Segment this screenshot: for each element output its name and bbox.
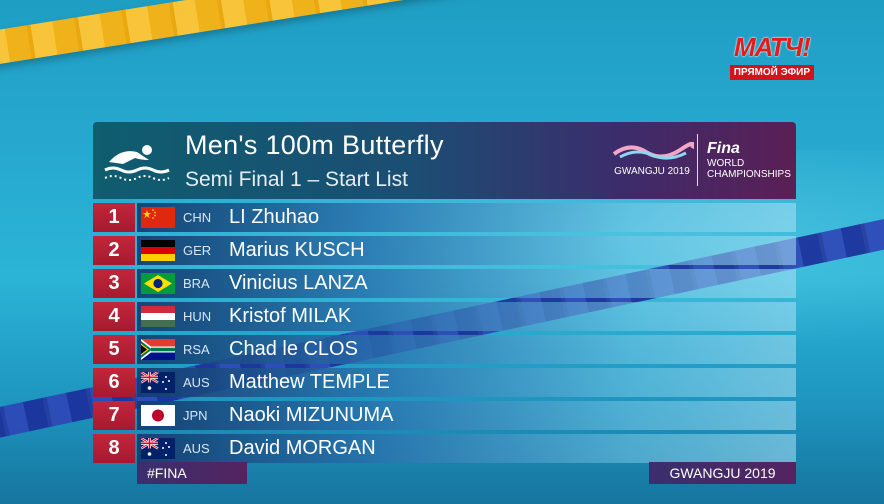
panel-header: Men's 100m Butterfly Semi Final 1 – Star… xyxy=(93,122,796,199)
athlete-row: 3 BRA Vinicius LANZA xyxy=(93,269,796,298)
country-code: CHN xyxy=(183,210,212,225)
start-list-panel: Men's 100m Butterfly Semi Final 1 – Star… xyxy=(93,122,796,484)
athlete-row: 8 AUS David MORGAN xyxy=(93,434,796,463)
wave-logo-icon xyxy=(612,141,696,160)
rank-number: 8 xyxy=(93,434,135,463)
athlete-info: RSA Chad le CLOS xyxy=(137,335,796,364)
hungary-flag-icon xyxy=(141,306,175,327)
location-tag: GWANGJU 2019 xyxy=(649,462,796,484)
logo-divider xyxy=(697,134,698,186)
athlete-name: David MORGAN xyxy=(229,437,376,459)
athlete-name: Matthew TEMPLE xyxy=(229,371,390,393)
rank-number: 7 xyxy=(93,401,135,430)
athlete-name: Kristof MILAK xyxy=(229,305,352,327)
event-subtitle: Semi Final 1 – Start List xyxy=(185,168,408,191)
country-code: JPN xyxy=(183,408,208,423)
country-code: AUS xyxy=(183,375,210,390)
country-code: AUS xyxy=(183,441,210,456)
athlete-info: HUN Kristof MILAK xyxy=(137,302,796,331)
athlete-row: 6 AUS Matthew TEMPLE xyxy=(93,368,796,397)
athlete-name: Naoki MIZUNUMA xyxy=(229,404,394,426)
athlete-row: 2 GER Marius KUSCH xyxy=(93,236,796,265)
country-code: RSA xyxy=(183,342,210,357)
athlete-name: Chad le CLOS xyxy=(229,338,358,360)
rank-number: 4 xyxy=(93,302,135,331)
athlete-row: 4 HUN Kristof MILAK xyxy=(93,302,796,331)
rank-number: 3 xyxy=(93,269,135,298)
country-code: GER xyxy=(183,243,212,258)
event-title: Men's 100m Butterfly xyxy=(185,130,444,160)
swimmer-icon xyxy=(104,145,170,181)
gwangju-logo: GWANGJU 2019 xyxy=(610,141,696,182)
australia-flag-icon xyxy=(141,438,175,459)
country-code: HUN xyxy=(183,309,212,324)
live-badge: ПРЯМОЙ ЭФИР xyxy=(729,65,814,80)
championships-label: CHAMPIONSHIPS xyxy=(707,169,791,180)
athlete-info: AUS David MORGAN xyxy=(137,434,796,463)
south-africa-flag-icon xyxy=(141,339,175,360)
hashtag-tag: #FINA xyxy=(137,462,247,484)
australia-flag-icon xyxy=(141,372,175,393)
rank-number: 2 xyxy=(93,236,135,265)
fina-logo: Fina WORLD CHAMPIONSHIPS xyxy=(707,140,791,180)
athlete-name: Marius KUSCH xyxy=(229,239,365,261)
broadcaster-name: МАТЧ! xyxy=(733,32,811,62)
china-flag-icon xyxy=(141,207,175,228)
athlete-info: BRA Vinicius LANZA xyxy=(137,269,796,298)
gwangju-label: GWANGJU 2019 xyxy=(614,166,690,177)
germany-flag-icon xyxy=(141,240,175,261)
country-code: BRA xyxy=(183,276,210,291)
athlete-row: 1 CHN LI Zhuhao xyxy=(93,203,796,232)
rank-number: 1 xyxy=(93,203,135,232)
brazil-flag-icon xyxy=(141,273,175,294)
athlete-name: Vinicius LANZA xyxy=(229,272,368,294)
athlete-info: JPN Naoki MIZUNUMA xyxy=(137,401,796,430)
athlete-name: LI Zhuhao xyxy=(229,206,320,228)
athlete-info: CHN LI Zhuhao xyxy=(137,203,796,232)
athlete-info: GER Marius KUSCH xyxy=(137,236,796,265)
rank-number: 5 xyxy=(93,335,135,364)
athlete-info: AUS Matthew TEMPLE xyxy=(137,368,796,397)
world-label: WORLD xyxy=(707,158,745,169)
japan-flag-icon xyxy=(141,405,175,426)
broadcaster-logo: МАТЧ! ПРЯМОЙ ЭФИР xyxy=(729,32,814,80)
athlete-row: 5 RSA Chad le CLOS xyxy=(93,335,796,364)
athlete-row: 7 JPN Naoki MIZUNUMA xyxy=(93,401,796,430)
rank-number: 6 xyxy=(93,368,135,397)
fina-label: Fina xyxy=(707,140,740,157)
